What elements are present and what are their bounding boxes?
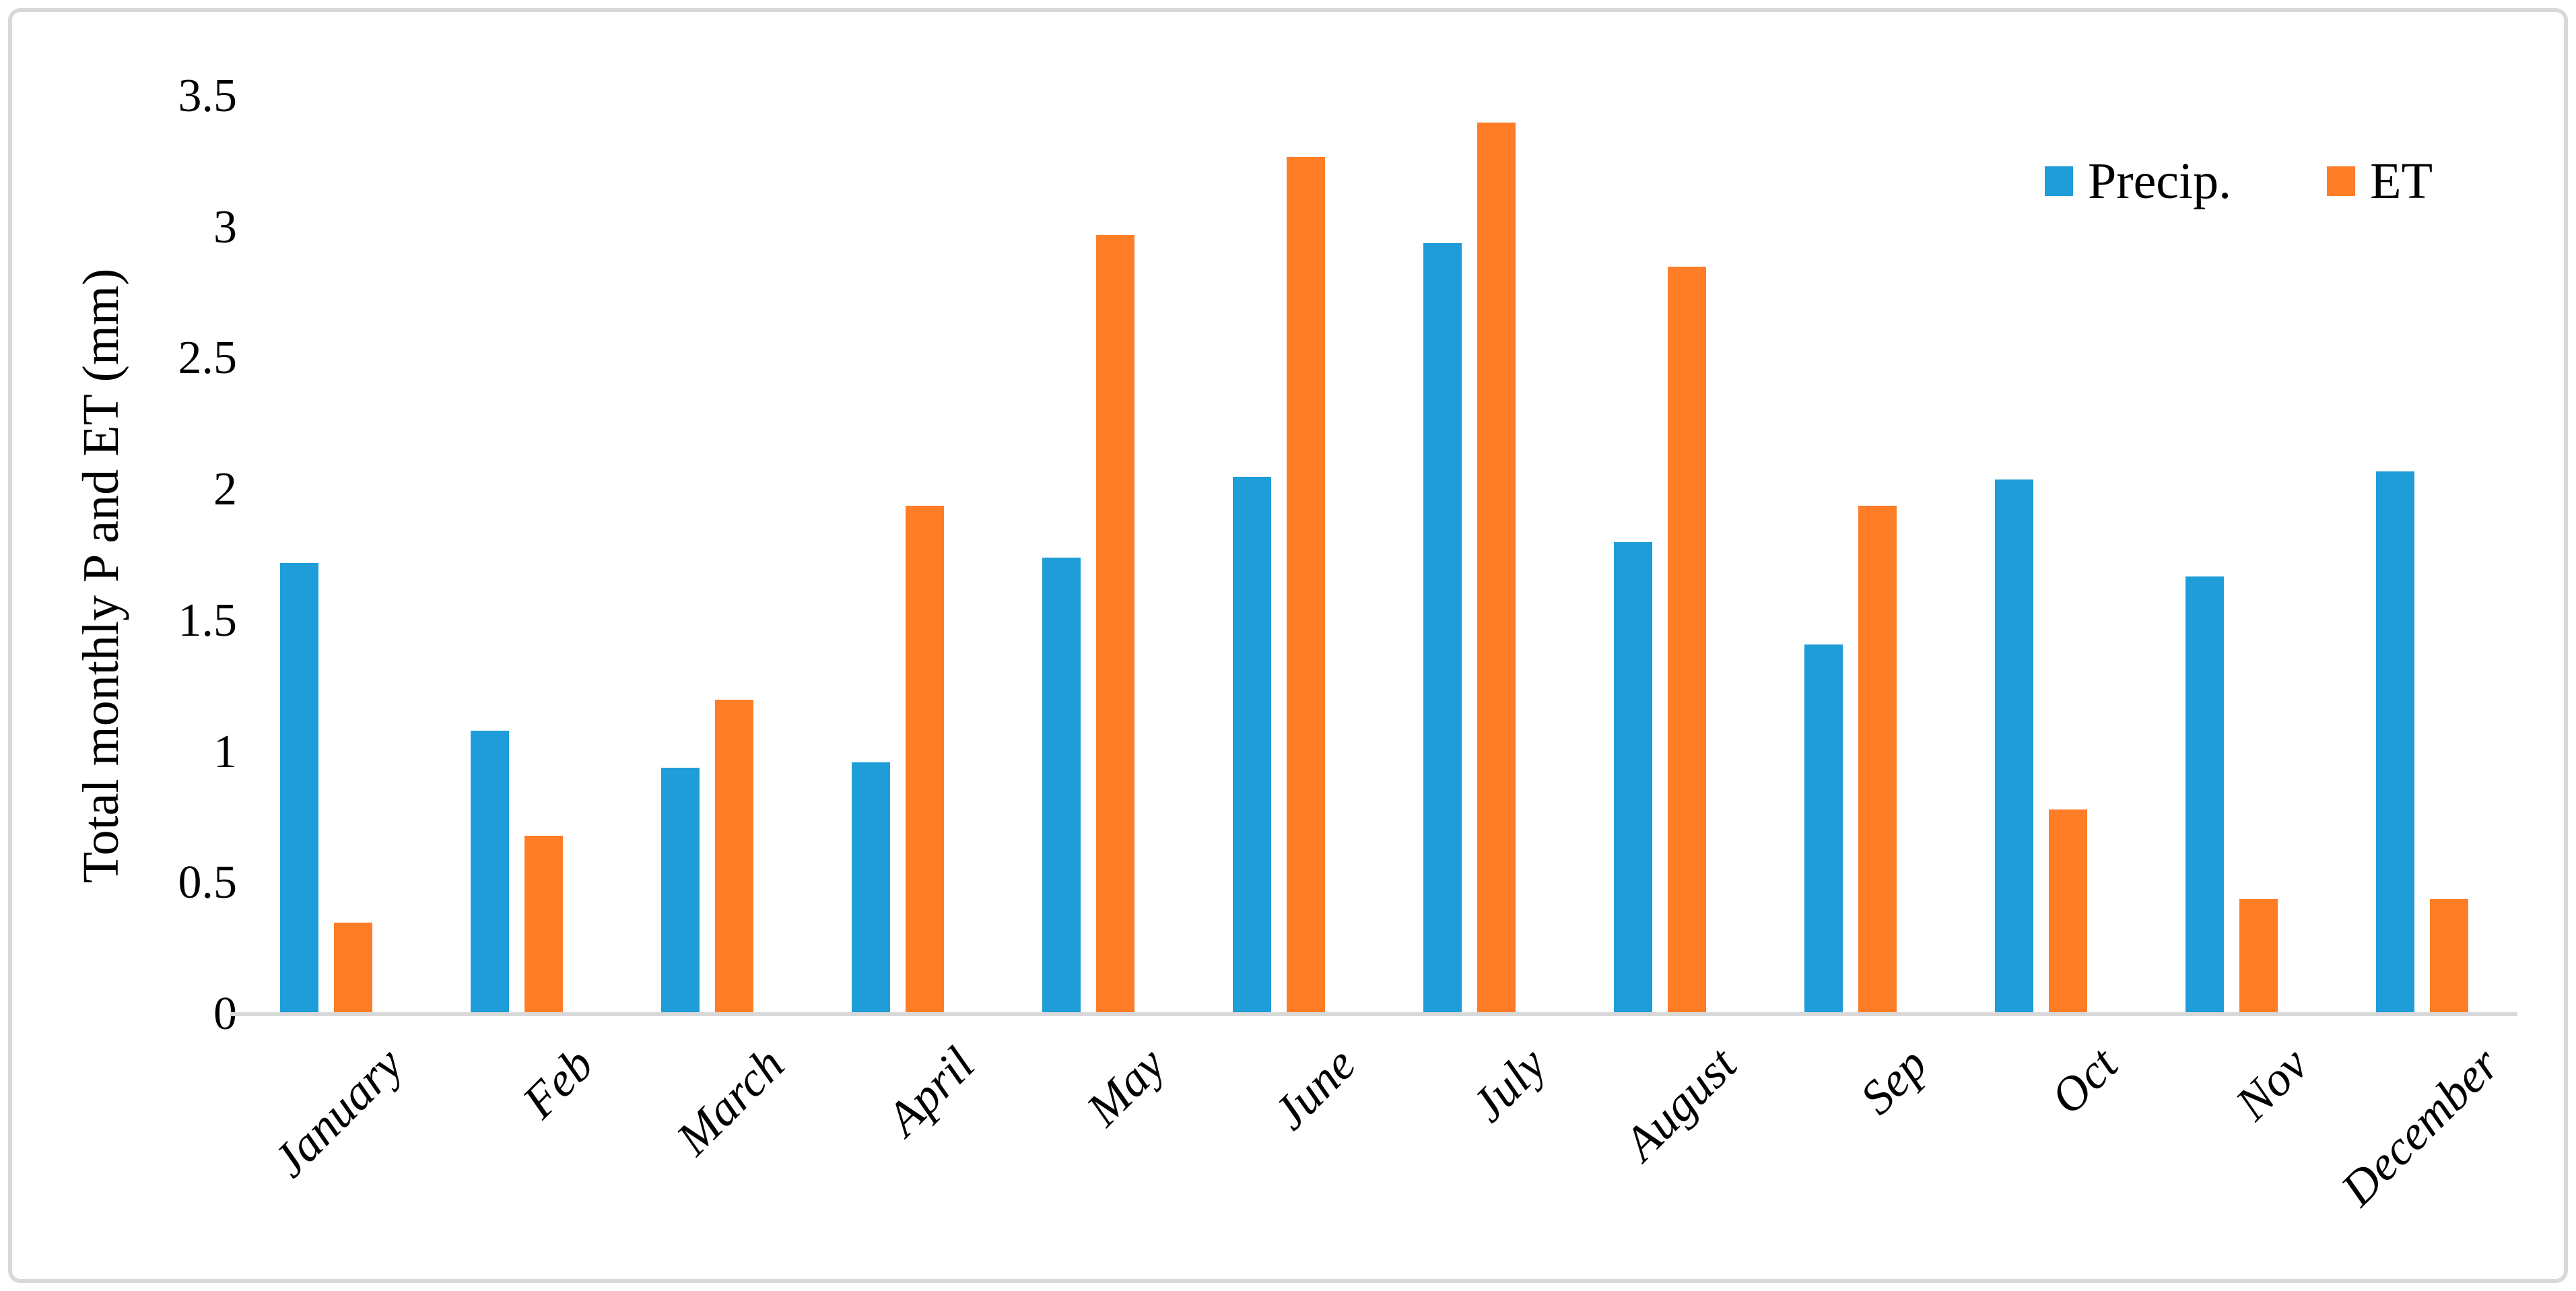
legend-label-et: ET (2370, 153, 2433, 209)
bar-et-december (2429, 898, 2468, 1014)
y-tick-label: 1 (213, 725, 237, 778)
bar-precip-sep (1804, 644, 1843, 1014)
y-tick-label: 2.5 (178, 332, 238, 385)
y-tick-label: 0.5 (178, 857, 238, 909)
x-axis-label-sep: Sep (1850, 1036, 1938, 1125)
legend: Precip. ET (2045, 155, 2433, 207)
bar-et-sep (1858, 505, 1897, 1014)
bar-precip-april (851, 762, 890, 1014)
bar-et-august (1667, 267, 1706, 1014)
x-axis-label-december: December (2330, 1036, 2509, 1216)
x-axis-label-feb: Feb (512, 1036, 604, 1129)
x-axis-label-june: June (1263, 1036, 1366, 1140)
y-tick-label: 3.5 (178, 69, 238, 122)
y-tick-label: 3 (213, 201, 237, 253)
y-tick-label: 1.5 (178, 594, 238, 647)
x-axis-label-july: July (1461, 1036, 1557, 1133)
x-axis-label-nov: Nov (2225, 1036, 2319, 1131)
bar-et-nov (2239, 898, 2278, 1014)
x-axis-label-january: January (263, 1036, 413, 1188)
bar-et-january (333, 922, 372, 1014)
bar-et-june (1286, 156, 1325, 1014)
x-axis-label-april: April (876, 1036, 985, 1146)
bar-precip-may (1042, 558, 1081, 1014)
bar-et-april (905, 505, 944, 1014)
bar-precip-january (279, 563, 318, 1014)
x-axis-label-oct: Oct (2040, 1036, 2128, 1125)
legend-swatch-et (2327, 166, 2356, 196)
y-tick-label: 2 (213, 463, 237, 516)
bar-et-feb (524, 836, 563, 1014)
legend-swatch-precip (2045, 166, 2073, 196)
bar-precip-oct (1994, 479, 2033, 1014)
x-axis-label-august: August (1613, 1036, 1747, 1170)
y-tick-label: 0 (213, 988, 237, 1040)
bar-et-march (714, 699, 753, 1014)
bar-precip-august (1613, 542, 1652, 1014)
bar-precip-december (2375, 471, 2414, 1014)
bar-precip-july (1423, 243, 1462, 1014)
x-axis-label-march: March (666, 1036, 794, 1166)
legend-label-precip: Precip. (2088, 153, 2232, 209)
x-axis-line (230, 1012, 2517, 1016)
bar-et-july (1477, 122, 1516, 1014)
bar-et-may (1095, 235, 1134, 1014)
x-axis-label-may: May (1076, 1036, 1176, 1136)
bar-et-oct (2048, 809, 2087, 1014)
bar-precip-june (1232, 476, 1271, 1014)
bar-precip-march (660, 767, 700, 1014)
bar-precip-nov (2185, 576, 2224, 1014)
bar-precip-feb (470, 731, 509, 1014)
